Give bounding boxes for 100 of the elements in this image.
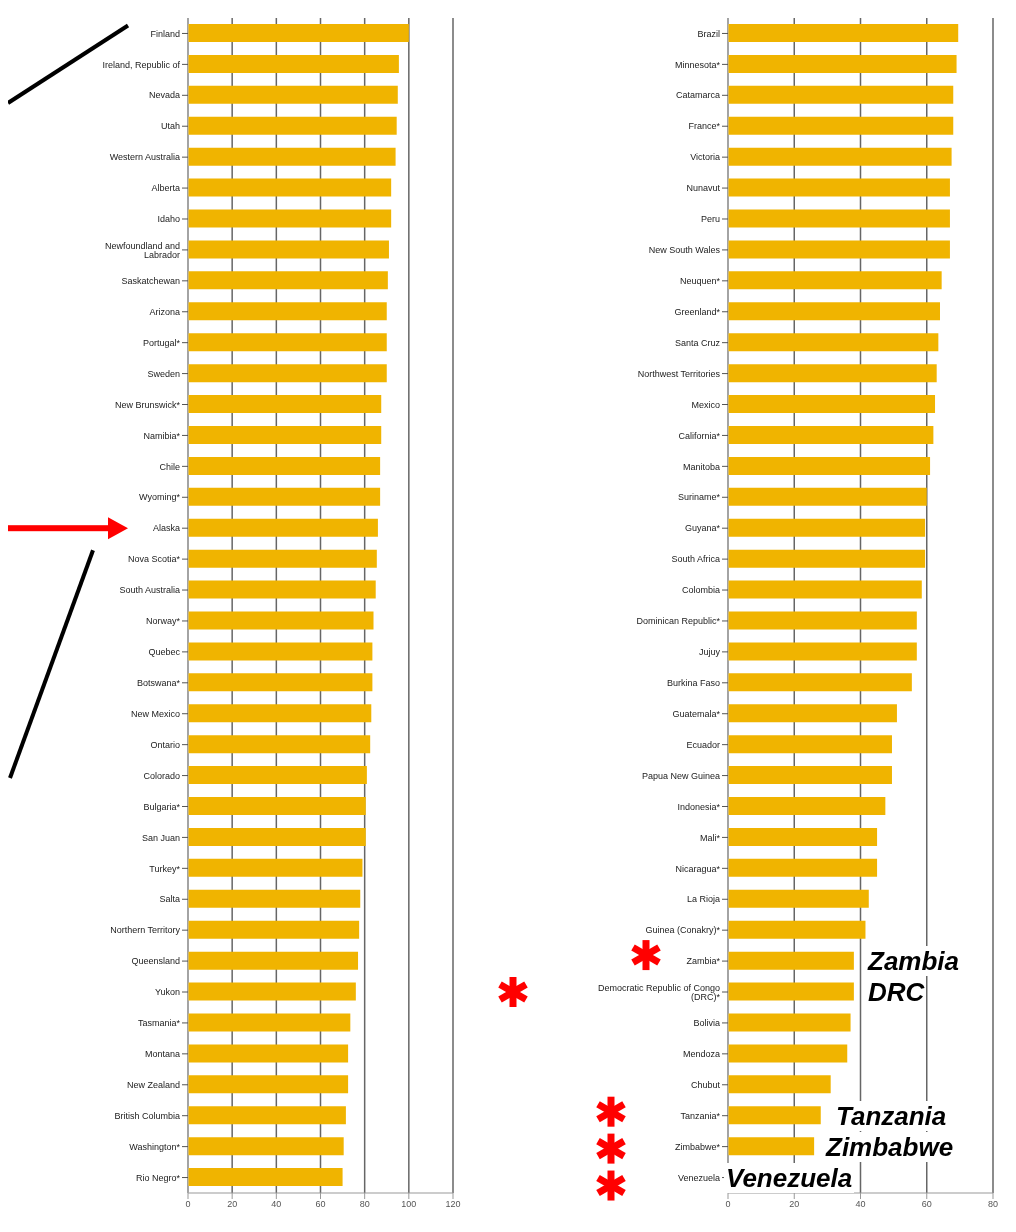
y-tick-label: Turkey*: [149, 863, 181, 874]
x-tick-label: 100: [401, 1199, 417, 1210]
bar: [728, 24, 959, 42]
bar: [728, 333, 939, 352]
y-tick-label: San Juan: [141, 832, 180, 843]
y-tick-label: Brazil: [697, 28, 720, 39]
y-tick-label: Nova Scotia*: [127, 554, 181, 565]
bar: [188, 1013, 351, 1032]
y-tick-label: New Mexico: [130, 708, 180, 719]
y-tick-label: Botswana*: [136, 678, 181, 688]
bar: [188, 333, 387, 352]
y-tick-label: Guinea (Conakry)*: [645, 925, 721, 936]
y-tick-label: Namibia*: [143, 430, 181, 441]
y-tick-label: Northwest Territories: [637, 368, 721, 379]
bar: [728, 827, 878, 846]
bar: [188, 982, 356, 1001]
y-tick-label: Wyoming*: [139, 492, 181, 503]
bar: [728, 580, 922, 599]
y-tick-label: Tanzania*: [680, 1110, 721, 1121]
y-tick-label: Nicaragua*: [675, 863, 721, 874]
annotation: DRC: [866, 977, 927, 1007]
bar: [188, 240, 389, 259]
y-tick-label: Zambia*: [686, 956, 721, 967]
bar: [728, 642, 917, 661]
bar: [728, 1106, 821, 1125]
bar: [728, 116, 954, 135]
bar: [728, 487, 927, 506]
x-tick-label: 80: [987, 1199, 999, 1210]
y-tick-label: Quebec: [148, 647, 181, 658]
bar: [728, 425, 934, 444]
bar: [728, 147, 952, 166]
bar: [188, 209, 392, 228]
bar: [728, 85, 954, 104]
y-tick-label: Salta: [159, 894, 180, 905]
bar: [728, 858, 878, 877]
y-tick-label: Mendoza: [682, 1049, 720, 1060]
bar: [188, 1168, 343, 1187]
annotation: Zimbabwe: [824, 1131, 956, 1162]
x-tick-label: 20: [789, 1199, 800, 1210]
bar: [188, 147, 396, 166]
y-tick-label: Catamarca: [675, 90, 720, 101]
bar: [728, 951, 854, 970]
x-tick-label: 20: [227, 1199, 238, 1210]
y-tick-label: Guatemala*: [672, 708, 721, 719]
y-tick-label: Finland: [150, 28, 180, 39]
bar: [188, 549, 377, 568]
y-tick-label: New Zealand: [126, 1079, 180, 1090]
bar: [188, 54, 399, 73]
bar: [188, 425, 382, 444]
y-tick-label: Rio Negro*: [135, 1172, 181, 1183]
bar: [188, 518, 378, 537]
bar: [728, 611, 917, 630]
bar: [728, 1075, 831, 1094]
bar: [728, 271, 942, 290]
y-tick-label: Washington*: [129, 1141, 181, 1152]
y-tick-label: Ireland, Republic of: [102, 59, 181, 70]
y-tick-label: Newfoundland and Labrador: [104, 240, 180, 260]
y-tick-label: Norway*: [145, 616, 181, 627]
bar: [188, 302, 387, 321]
bar: [188, 1044, 349, 1063]
bar: [728, 889, 869, 908]
bar: [188, 735, 371, 754]
bar: [188, 704, 372, 723]
x-tick-label: 60: [315, 1199, 326, 1210]
bar: [188, 1137, 344, 1156]
y-tick-label: New South Wales: [648, 245, 721, 256]
bar: [728, 240, 950, 259]
y-tick-label: Dominican Republic*: [636, 616, 721, 627]
y-tick-label: Jujuy: [698, 647, 721, 658]
x-tick-label: 120: [445, 1199, 461, 1210]
x-tick-label: 40: [271, 1199, 282, 1210]
y-tick-label: Santa Cruz: [674, 337, 721, 348]
y-tick-label: Queensland: [131, 956, 180, 967]
y-tick-label: Manitoba: [682, 461, 720, 472]
y-tick-label: Colorado: [143, 770, 180, 781]
bar: [728, 209, 950, 228]
bar: [188, 858, 363, 877]
y-tick-label: France*: [688, 121, 721, 132]
bar: [728, 364, 937, 383]
bar: [188, 920, 360, 939]
y-tick-label: Mali*: [699, 832, 721, 843]
annotation: Tanzania: [834, 1100, 949, 1131]
y-tick-label: Northern Territory: [110, 925, 181, 936]
y-tick-label: Burkina Faso: [666, 678, 720, 688]
bar: [188, 364, 387, 383]
y-tick-label: Saskatchewan: [121, 276, 180, 287]
bar: [188, 178, 392, 197]
bar: [728, 982, 854, 1001]
y-tick-label: South Australia: [119, 585, 180, 596]
y-tick-label: Ecuador: [686, 739, 720, 750]
y-tick-label: British Columbia: [114, 1110, 180, 1121]
bar: [188, 1075, 349, 1094]
y-tick-label: Idaho: [157, 214, 180, 225]
bar: [188, 487, 381, 506]
bar: [728, 766, 892, 785]
bar: [188, 611, 374, 630]
bar: [728, 395, 936, 414]
bar: [728, 797, 886, 816]
y-tick-label: Papua New Guinea: [641, 770, 720, 781]
bar: [728, 178, 950, 197]
